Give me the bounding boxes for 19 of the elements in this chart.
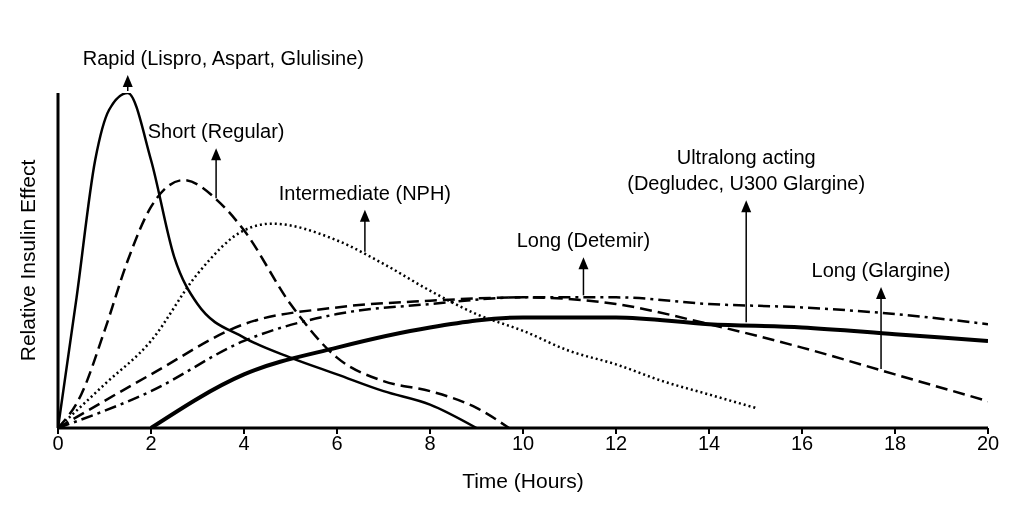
x-tick-label: 18 (883, 432, 907, 455)
annotation: Rapid (Lispro, Aspart, Glulisine) (82, 47, 364, 69)
x-tick-label: 8 (424, 432, 436, 455)
annotation: Ultralong acting (Degludec, U300 Glargine) (627, 146, 866, 195)
annotation: Long (Glargine) (811, 259, 951, 282)
x-tick-label: 4 (238, 432, 250, 455)
x-tick-label: 16 (790, 432, 814, 455)
x-tick-label: 12 (604, 432, 628, 455)
annotation: Short (Regular) (147, 120, 285, 143)
x-tick-label: 20 (976, 432, 1000, 455)
x-axis-title: Time (Hours) (462, 469, 584, 492)
x-tick-label: 0 (52, 432, 64, 455)
x-tick-label: 14 (697, 432, 721, 455)
x-tick-label: 2 (145, 432, 157, 455)
x-tick-label: 10 (511, 432, 535, 455)
annotation: Long (Detemir) (516, 229, 651, 252)
annotation: Intermediate (NPH) (278, 181, 452, 204)
x-tick-label: 6 (331, 432, 343, 455)
y-axis-title: Relative Insulin Effect (16, 159, 40, 362)
